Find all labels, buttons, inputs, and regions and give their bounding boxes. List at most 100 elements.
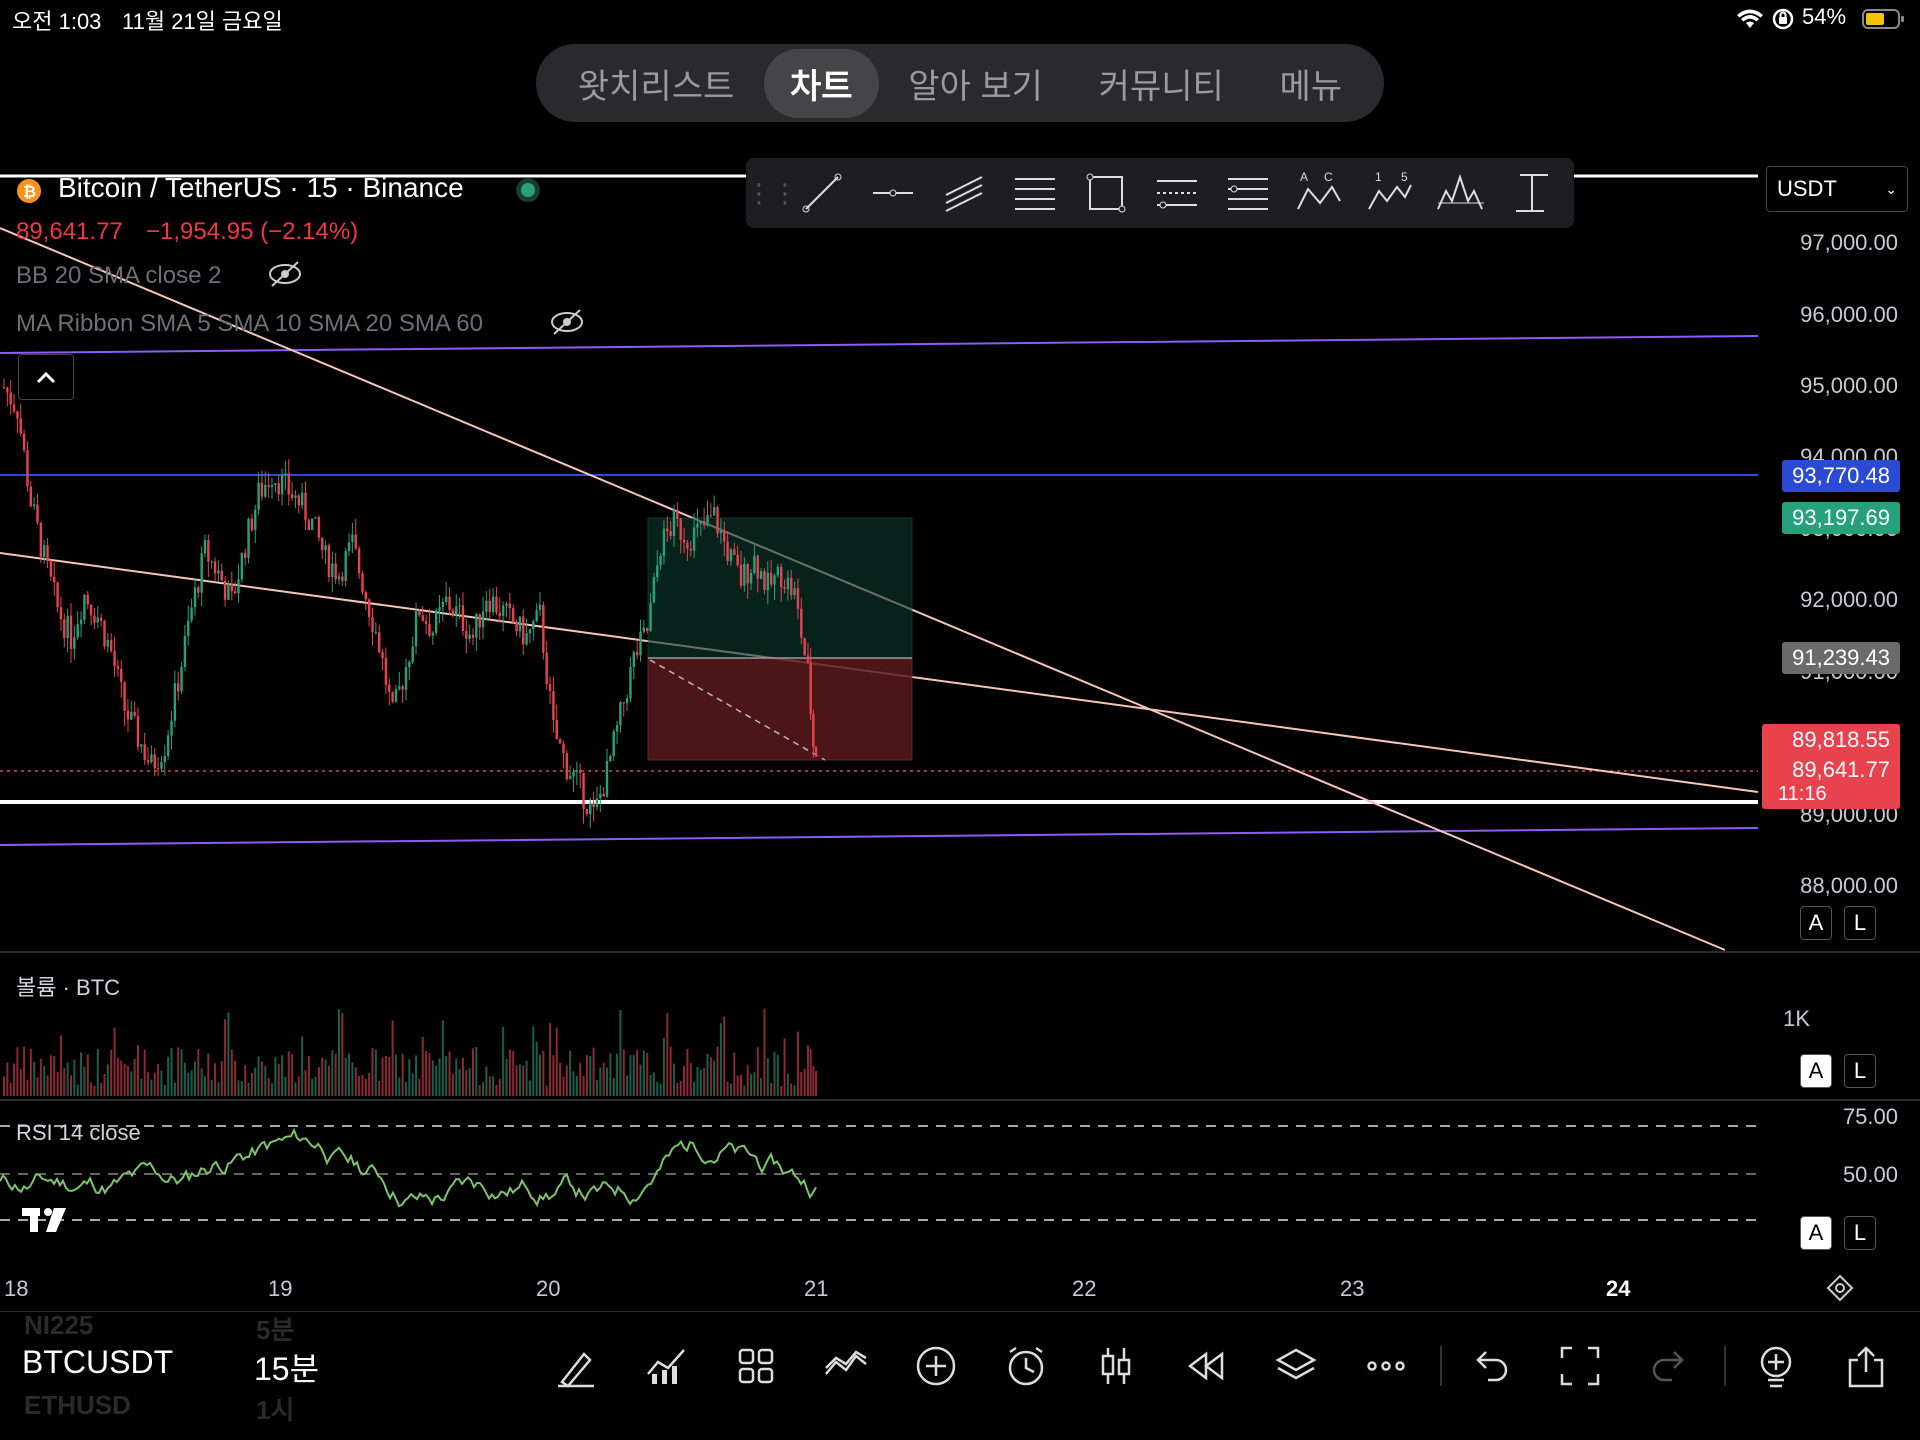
- chart-type-icon[interactable]: [638, 1338, 694, 1394]
- candle-body: [505, 603, 508, 606]
- fib-extension-icon[interactable]: [1212, 158, 1283, 228]
- volume-bar: [502, 1026, 505, 1096]
- redo-icon[interactable]: [1642, 1338, 1698, 1394]
- chevron-up-icon: [36, 371, 56, 384]
- auto-scale-button[interactable]: A: [1800, 1054, 1832, 1088]
- candle-body: [150, 754, 153, 763]
- volume-bar: [656, 1081, 659, 1096]
- symbol-selector[interactable]: BTCUSDT: [22, 1344, 174, 1380]
- volume-bar: [274, 1057, 277, 1096]
- hidden-eye-icon[interactable]: [548, 306, 586, 343]
- rsi-label[interactable]: RSI 14 close: [16, 1120, 141, 1145]
- volume-bar: [733, 1052, 736, 1096]
- volume-bar: [679, 1080, 682, 1096]
- tab-watchlist[interactable]: 왓치리스트: [577, 67, 735, 106]
- tab-chart[interactable]: 차트: [764, 48, 879, 118]
- collapse-legend-button[interactable]: [18, 354, 74, 400]
- layout-grid-icon[interactable]: [728, 1338, 784, 1394]
- candle-body: [391, 691, 394, 702]
- add-icon[interactable]: [908, 1338, 964, 1394]
- candle-body: [116, 666, 120, 669]
- volume-bar: [394, 1054, 397, 1096]
- volume-bar: [539, 1054, 541, 1096]
- hidden-eye-icon[interactable]: [266, 258, 304, 295]
- auto-scale-button[interactable]: A: [1800, 1216, 1832, 1250]
- rectangle-icon[interactable]: [1070, 158, 1141, 228]
- candle-body: [267, 485, 270, 487]
- volume-bar: [488, 1076, 491, 1096]
- object-tree-icon[interactable]: [1748, 1338, 1804, 1394]
- bar-countdown: 11:16: [1778, 783, 1827, 805]
- candle-body: [12, 404, 16, 412]
- indicators-icon[interactable]: [818, 1338, 874, 1394]
- tab-community[interactable]: 커뮤니티: [1098, 67, 1224, 106]
- candle-body: [632, 652, 635, 667]
- volume-bar: [602, 1062, 605, 1096]
- volume-bar: [545, 1085, 548, 1096]
- parallel-channel-icon[interactable]: [928, 158, 999, 228]
- tab-explore[interactable]: 알아 보기: [908, 67, 1043, 106]
- volume-bar: [495, 1084, 498, 1096]
- volume-bar: [405, 1082, 407, 1096]
- log-scale-button[interactable]: L: [1844, 1216, 1876, 1250]
- chart-settings-icon[interactable]: [1824, 1274, 1856, 1307]
- candle-body: [344, 551, 347, 582]
- candle-body: [814, 747, 818, 757]
- candle-body: [19, 418, 22, 434]
- volume-bar: [307, 1056, 310, 1096]
- volume-bar: [673, 1063, 675, 1096]
- candle-body: [528, 629, 532, 634]
- fullscreen-icon[interactable]: [1552, 1338, 1608, 1394]
- volume-bar: [244, 1064, 247, 1096]
- market-status-icon[interactable]: [516, 178, 540, 202]
- volume-bar: [709, 1057, 712, 1096]
- channel-line-lower: [0, 827, 1759, 846]
- price-level: 88,000.00: [1800, 873, 1898, 898]
- bar-pattern-icon[interactable]: [1088, 1338, 1144, 1394]
- drag-handle-icon[interactable]: ⋮⋮: [746, 177, 798, 208]
- indicator-bb-label[interactable]: BB 20 SMA close 2: [16, 262, 222, 289]
- log-scale-button[interactable]: L: [1844, 1054, 1876, 1088]
- undo-icon[interactable]: [1462, 1338, 1518, 1394]
- alert-clock-icon[interactable]: [998, 1338, 1054, 1394]
- volume-bar: [498, 1078, 501, 1096]
- more-icon[interactable]: [1358, 1338, 1414, 1394]
- candle-body: [572, 771, 575, 777]
- candle-body: [659, 556, 662, 566]
- currency-select[interactable]: USDT ⌄: [1766, 166, 1908, 212]
- volume-bar: [482, 1082, 485, 1096]
- candle-body: [337, 576, 341, 580]
- layers-icon[interactable]: [1268, 1338, 1324, 1394]
- candle-body: [709, 514, 713, 516]
- log-scale-button[interactable]: L: [1844, 906, 1876, 940]
- price-change: −1,954.95 (−2.14%): [146, 218, 359, 245]
- volume-bar: [686, 1048, 689, 1096]
- measure-icon[interactable]: [1496, 158, 1567, 228]
- volume-bar: [93, 1085, 96, 1096]
- trend-line-icon[interactable]: [786, 158, 857, 228]
- pitchfork-icon[interactable]: [999, 158, 1070, 228]
- tab-menu[interactable]: 메뉴: [1279, 67, 1343, 106]
- head-shoulders-icon[interactable]: [1425, 158, 1496, 228]
- candle-body: [264, 485, 267, 497]
- volume-bar: [458, 1069, 461, 1096]
- auto-scale-button[interactable]: A: [1800, 906, 1832, 940]
- brush-icon[interactable]: [548, 1338, 604, 1394]
- share-icon[interactable]: [1838, 1338, 1894, 1394]
- candle-body: [398, 686, 401, 690]
- indicator-ma-ribbon-label[interactable]: MA Ribbon SMA 5 SMA 10 SMA 20 SMA 60: [16, 310, 483, 337]
- candle-body: [646, 627, 649, 631]
- interval-selector[interactable]: 15분: [254, 1351, 320, 1387]
- volume-bar: [468, 1068, 471, 1096]
- volume-bar: [100, 1082, 103, 1096]
- replay-icon[interactable]: [1178, 1338, 1234, 1394]
- symbol-title[interactable]: Bitcoin / TetherUS · 15 · Binance: [58, 172, 464, 203]
- fib-retracement-icon[interactable]: [1141, 158, 1212, 228]
- volume-label[interactable]: 볼륨 · BTC: [16, 975, 121, 1000]
- horizontal-ray-icon[interactable]: [857, 158, 928, 228]
- candle-body: [140, 744, 143, 747]
- candle-body: [585, 808, 589, 814]
